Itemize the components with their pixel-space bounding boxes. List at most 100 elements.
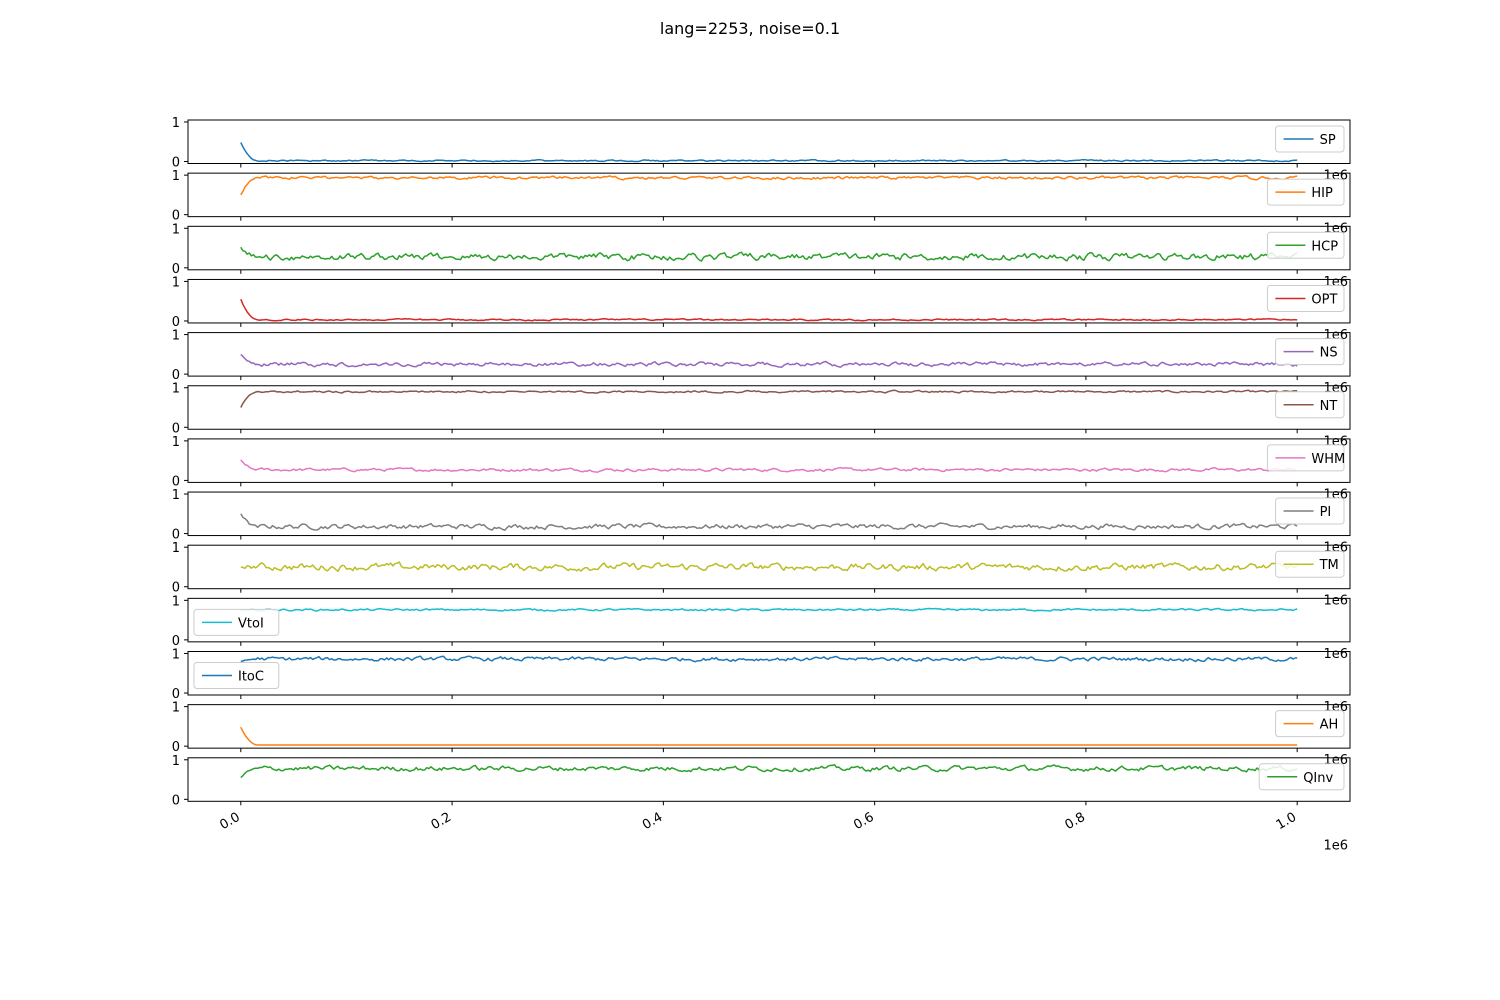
chart-title: lang=2253, noise=0.1 [660,19,840,38]
x-offset-label: 1e6 [1323,594,1348,609]
y-tick-label: 0 [172,262,180,277]
axes-frame [187,544,1351,590]
y-tick-label: 1 [172,435,180,450]
y-tick-label: 1 [172,488,180,503]
x-tick-label: 0.8 [1062,810,1087,833]
axes-frame [187,651,1351,696]
y-tick-label: 0 [172,687,180,702]
legend-label: HIP [1311,186,1333,201]
legend-ns: NS [1275,338,1345,366]
y-tick-label: 1 [172,275,180,290]
legend-frame [1266,284,1345,312]
series-line-vtoi [240,607,1298,612]
legend-pi: PI [1275,497,1345,525]
legend-label: WHM [1311,452,1345,467]
y-tick-label: 0 [172,368,180,383]
legend-frame [193,662,280,689]
x-offset-label: 1e6 [1323,838,1348,853]
legend-frame [1258,763,1345,791]
subplot-qinv: 0 1 QInv [172,754,1351,808]
y-tick-label: 0 [172,740,180,755]
series-line-nt [240,389,1298,408]
legend-label: VtoI [238,616,264,631]
y-tick-label: 0 [172,315,180,330]
y-tick-label: 0 [172,421,180,436]
x-tick-label: 1.0 [1274,810,1299,833]
y-tick-label: 0 [172,581,180,596]
series-line-opt [240,298,1298,322]
series-line-tm [240,561,1298,573]
legend-hip: HIP [1266,178,1345,206]
legend-qinv: QInv [1258,763,1345,791]
y-tick-label: 1 [172,169,180,184]
legend-label: QInv [1303,771,1333,786]
axes-frame [187,757,1351,802]
legend-sp: SP [1275,125,1345,153]
x-tick-label: 0.4 [640,810,665,833]
x-tick-label: 0.0 [217,810,242,833]
legend-label: TM [1319,558,1339,573]
y-tick-label: 0 [172,156,180,171]
y-tick-label: 0 [172,209,180,224]
shared-x-axis: 0.0 0.2 0.4 0.6 0.8 1.0 1e6 [217,810,1348,854]
axes-frame [187,438,1351,483]
axes-frame [187,385,1351,430]
y-tick-label: 1 [172,541,180,556]
axes-frame [187,119,1351,164]
y-tick-label: 1 [172,701,180,716]
legend-label: ItoC [238,670,264,685]
legend-opt: OPT [1266,284,1345,312]
legend-frame [1266,231,1345,259]
legend-label: HCP [1311,239,1338,254]
series-line-whm [240,459,1298,473]
y-tick-label: 1 [172,754,180,769]
series-line-hip [240,174,1298,196]
legend-label: AH [1320,718,1339,733]
legend-label: PI [1320,505,1332,520]
legend-hcp: HCP [1266,231,1345,259]
series-line-itoc [240,655,1298,663]
axes-frame [187,704,1351,749]
y-tick-label: 0 [172,528,180,543]
legend-label: OPT [1311,292,1337,307]
y-tick-label: 1 [172,222,180,237]
series-line-ns [240,353,1298,368]
y-tick-label: 0 [172,634,180,649]
subplot-stack: 011e6SP011e6HIP011e6HCP011e6OPT011e6NS01… [172,116,1351,808]
y-tick-label: 1 [172,647,180,662]
legend-frame [1266,444,1345,472]
y-tick-label: 1 [172,116,180,131]
series-line-sp [240,142,1298,163]
axes-frame [187,172,1351,218]
series-line-ah [240,726,1298,746]
legend-frame [193,608,280,636]
y-tick-label: 1 [172,594,180,609]
legend-whm: WHM [1266,444,1345,472]
axes-frame [187,597,1351,643]
axes-frame [187,225,1351,271]
series-line-qinv [240,763,1298,779]
x-tick-label: 0.6 [851,810,876,833]
axes-frame [187,491,1351,537]
y-tick-label: 0 [172,793,180,808]
legend-vtoi: VtoI [193,608,280,636]
legend-ah: AH [1275,710,1345,738]
series-line-hcp [240,246,1298,262]
legend-itoc: ItoC [193,662,280,689]
x-tick-label: 0.2 [429,810,454,833]
series-line-pi [240,513,1298,531]
y-tick-label: 0 [172,474,180,489]
legend-tm: TM [1275,550,1345,578]
axes-frame [187,278,1351,324]
legend-label: NT [1320,399,1338,414]
axes-frame [187,332,1351,377]
legend-frame [1266,178,1345,206]
